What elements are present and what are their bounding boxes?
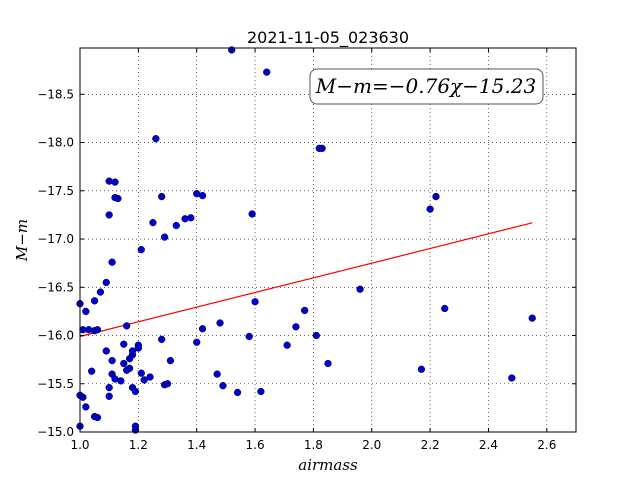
scatter-point: [216, 319, 224, 327]
scatter-point: [187, 214, 195, 222]
scatter-point: [90, 297, 99, 305]
scatter-points: [76, 46, 536, 434]
scatter-point: [219, 382, 227, 390]
scatter-point: [114, 194, 122, 203]
scatter-point: [137, 245, 145, 254]
scatter-point: [248, 210, 256, 218]
scatter-point: [441, 304, 449, 313]
scatter-point: [111, 178, 119, 186]
chart-title: 2021-11-05_023630: [247, 28, 409, 48]
scatter-point: [96, 288, 105, 296]
scatter-point: [312, 331, 320, 340]
scatter-point: [158, 335, 166, 344]
x-axis-label: airmass: [298, 456, 358, 474]
scatter-point: [134, 344, 143, 352]
scatter-point: [292, 323, 300, 331]
scatter-point: [417, 365, 426, 373]
scatter-point: [102, 347, 110, 355]
scatter-point: [158, 192, 166, 201]
scatter-point: [93, 326, 102, 334]
axis-ticks: 1.0 1.2 1.4 1.6 1.8 2.0 2.2 2.4 2.6 −15.0 −15.5 −16…: [37, 48, 576, 452]
scatter-point: [117, 377, 125, 385]
x-tick-label: 1.4: [187, 438, 206, 452]
y-tick-label: −15.0: [37, 425, 74, 439]
scatter-point: [528, 314, 536, 322]
fit-equation-annotation: M−m=−0.76χ−15.23: [309, 68, 544, 105]
scatter-point: [123, 322, 131, 330]
scatter-point: [166, 356, 175, 365]
scatter-point: [432, 192, 440, 201]
scatter-point: [257, 387, 265, 396]
scatter-point: [105, 383, 113, 392]
scatter-point: [152, 135, 160, 143]
scatter-point: [108, 258, 116, 266]
scatter-point: [172, 221, 180, 230]
scatter-point: [245, 332, 253, 341]
plot-area-frame: [79, 47, 577, 433]
scatter-point: [105, 392, 113, 400]
x-tick-label: 1.0: [70, 438, 89, 452]
scatter-point: [82, 307, 90, 316]
scatter-point: [120, 359, 128, 368]
scatter-point: [108, 356, 116, 365]
scatter-point: [356, 285, 364, 293]
y-tick-label: −16.5: [37, 280, 74, 294]
y-tick-label: −18.0: [37, 136, 74, 150]
scatter-point: [283, 341, 291, 349]
x-tick-label: 1.2: [129, 438, 148, 452]
scatter-point: [301, 306, 309, 315]
scatter-point: [137, 369, 145, 377]
y-tick-label: −17.0: [37, 232, 74, 246]
scatter-point: [146, 373, 154, 381]
scatter-point: [426, 205, 434, 213]
fit-line-group: [79, 222, 533, 338]
scatter-point: [128, 347, 137, 355]
scatter-point: [198, 325, 207, 333]
x-tick-label: 1.8: [304, 438, 323, 452]
x-tick-label: 1.6: [246, 438, 265, 452]
scatter-point: [125, 364, 134, 372]
scatter-point: [82, 403, 90, 411]
scatter-point: [508, 374, 516, 382]
scatter-point: [251, 298, 259, 306]
scatter-point: [131, 387, 140, 396]
fit-line: [79, 222, 533, 338]
y-tick-label: −17.5: [37, 184, 74, 198]
scatter-point: [318, 144, 326, 152]
y-axis-label: M−m: [13, 219, 31, 262]
x-tick-label: 2.2: [421, 438, 440, 452]
scatter-point: [149, 218, 157, 227]
scatter-point: [88, 367, 96, 375]
scatter-point: [160, 233, 169, 241]
scatter-point: [93, 413, 102, 422]
scatter-point: [105, 211, 113, 219]
scatter-point: [131, 422, 140, 430]
scatter-point: [140, 376, 148, 384]
annotation-box-frame: [309, 68, 544, 105]
scatter-point: [213, 370, 221, 378]
scatter-point: [233, 388, 242, 397]
fit-equation-text: M−m=−0.76χ−15.23: [315, 74, 536, 98]
scatter-point: [163, 380, 172, 388]
x-tick-label: 2.6: [537, 438, 556, 452]
scatter-point: [263, 68, 271, 76]
x-tick-label: 2.0: [362, 438, 381, 452]
scatter-point: [102, 278, 110, 287]
scatter-point: [193, 338, 201, 346]
scatter-point: [324, 359, 332, 368]
x-tick-label: 2.4: [479, 438, 498, 452]
scatter-point: [198, 191, 207, 200]
scatter-point: [120, 340, 128, 348]
y-tick-label: −16.0: [37, 329, 74, 343]
y-tick-label: −15.5: [37, 377, 74, 391]
y-tick-label: −18.5: [37, 87, 74, 101]
